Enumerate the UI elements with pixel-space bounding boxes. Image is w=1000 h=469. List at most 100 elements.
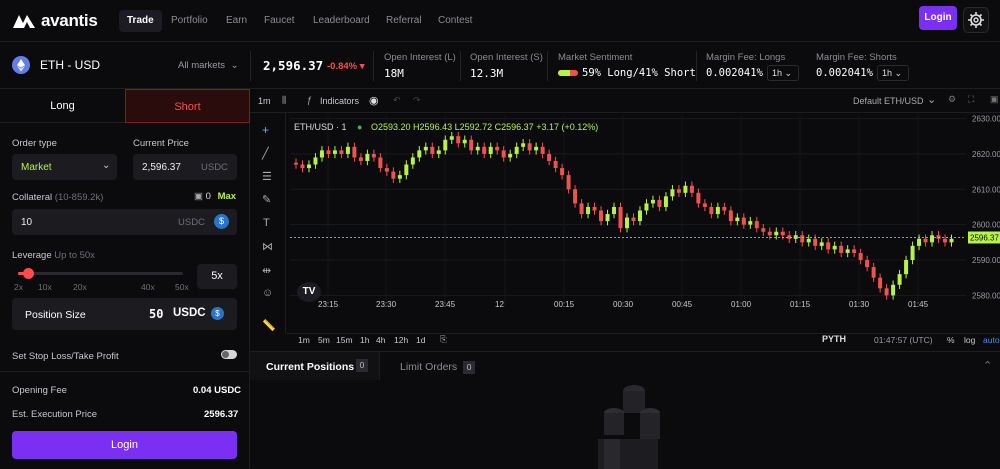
- brand-name: avantis: [41, 11, 98, 30]
- range-5m[interactable]: 5m: [318, 335, 330, 345]
- current-price-label: Current Price: [133, 138, 189, 149]
- candle-body: [793, 235, 798, 239]
- sltp-toggle[interactable]: [221, 350, 237, 359]
- all-markets-button[interactable]: All markets ⌄: [178, 60, 239, 71]
- leverage-value-input[interactable]: 5x: [197, 264, 237, 289]
- nav-trade[interactable]: Trade: [119, 10, 162, 32]
- candle-body: [949, 238, 954, 243]
- candle-body: [547, 153, 552, 161]
- fib-icon[interactable]: ☰: [262, 171, 272, 183]
- candle-body: [339, 150, 344, 154]
- pair-name[interactable]: ETH - USD: [40, 58, 100, 72]
- nav-contest[interactable]: Contest: [438, 15, 473, 26]
- collateral-input[interactable]: 10 USDC $: [12, 209, 237, 235]
- x-tick-label: 23:15: [318, 300, 339, 309]
- position-size-value: 50: [149, 307, 164, 321]
- candle-body: [826, 242, 831, 250]
- range-1h[interactable]: 1h: [360, 335, 370, 345]
- emoji-icon[interactable]: ☺: [262, 287, 274, 299]
- layout-name[interactable]: Default ETH/USD: [853, 96, 924, 106]
- candle-style-icon[interactable]: ⫼: [282, 95, 287, 105]
- max-button[interactable]: Max: [217, 191, 237, 202]
- gear-icon: [968, 12, 984, 28]
- nav-portfolio[interactable]: Portfolio: [171, 15, 208, 26]
- chevron-down-icon[interactable]: ⌄: [927, 94, 937, 106]
- candle-body: [631, 217, 636, 222]
- range-1d[interactable]: 1d: [416, 335, 426, 345]
- ruler-icon[interactable]: 📏: [262, 320, 276, 332]
- chart-settings-icon[interactable]: ⚙: [948, 94, 957, 104]
- chevron-up-icon[interactable]: ⌃: [983, 360, 993, 372]
- brush-icon[interactable]: ✎: [262, 194, 272, 206]
- pattern-icon[interactable]: ⋈: [262, 241, 273, 253]
- order-type-select[interactable]: Market ⌄: [12, 154, 117, 180]
- candle-body: [657, 199, 662, 207]
- crosshair-icon[interactable]: +: [262, 123, 270, 137]
- eth-icon: [12, 56, 30, 74]
- login-button[interactable]: Login: [919, 6, 957, 30]
- logo[interactable]: avantis: [12, 11, 98, 31]
- margin-short-period-select[interactable]: 1h ⌄: [877, 65, 909, 81]
- fullscreen-icon[interactable]: ⛶: [968, 94, 975, 104]
- tradingview-logo[interactable]: TV: [297, 282, 321, 302]
- candle-body: [579, 203, 584, 215]
- scale-percent[interactable]: %: [947, 335, 955, 345]
- usdc-icon: $: [214, 214, 229, 229]
- tab-positions-label: Current Positions: [266, 361, 355, 373]
- candle-body: [689, 185, 694, 193]
- date-range-icon[interactable]: ⎘: [440, 334, 447, 344]
- chart-legend: ETH/USD · 1 ● O2593.20 H2596.43 L2592.72…: [294, 122, 598, 132]
- candle-body: [404, 164, 409, 176]
- login-submit-button[interactable]: Login: [12, 431, 237, 459]
- settings-button[interactable]: [963, 7, 989, 33]
- chart-clock: 01:47:57 (UTC): [874, 335, 933, 345]
- range-1m[interactable]: 1m: [298, 335, 310, 345]
- collateral-label: Collateral (10-859.2k): [12, 192, 104, 203]
- tab-long[interactable]: Long: [0, 89, 125, 123]
- x-tick-label: 23:45: [435, 300, 456, 309]
- interval-button[interactable]: 1m: [258, 96, 271, 106]
- scale-auto[interactable]: auto: [983, 335, 1000, 345]
- candle-body: [501, 150, 506, 158]
- candle-body: [709, 206, 714, 215]
- nav-leaderboard[interactable]: Leaderboard: [313, 15, 370, 26]
- position-size-label: Position Size: [25, 309, 86, 321]
- range-4h[interactable]: 4h: [376, 335, 386, 345]
- candle-body: [728, 210, 733, 222]
- leverage-slider[interactable]: [18, 268, 183, 279]
- last-price: 2,596.37: [263, 58, 324, 73]
- candle-body: [858, 252, 863, 261]
- candle-body: [592, 206, 597, 211]
- tab-limit-orders[interactable]: Limit Orders 0: [400, 361, 476, 374]
- trendline-icon[interactable]: ╱: [262, 148, 269, 160]
- status-dot: ●: [357, 122, 363, 132]
- redo-icon[interactable]: ↷: [413, 95, 421, 105]
- text-icon[interactable]: T: [263, 217, 270, 229]
- price-chart[interactable]: 2580.00 2590.00 2600.00 2610.00 2620.00 2630.…: [286, 113, 1000, 309]
- x-tick-label: 00:30: [613, 300, 634, 309]
- range-12h[interactable]: 12h: [394, 335, 409, 345]
- candle-body: [527, 143, 532, 151]
- nav-faucet[interactable]: Faucet: [264, 15, 295, 26]
- measure-icon[interactable]: ⇹: [262, 265, 272, 277]
- candle-body: [397, 175, 402, 179]
- candle-body: [495, 146, 500, 151]
- camera-icon[interactable]: ▣: [990, 94, 999, 104]
- scale-log[interactable]: log: [964, 335, 976, 345]
- leverage-slider-handle[interactable]: [23, 268, 35, 279]
- range-15m[interactable]: 15m: [336, 335, 353, 345]
- indicators-icon[interactable]: ƒ: [307, 95, 313, 105]
- tab-current-positions[interactable]: Current Positions 0: [250, 352, 380, 380]
- undo-icon[interactable]: ↶: [393, 95, 401, 105]
- candle-body: [839, 245, 844, 253]
- candle-body: [488, 146, 493, 154]
- eye-icon[interactable]: ◉: [369, 95, 379, 107]
- candle-body: [767, 231, 772, 236]
- candle-body: [378, 157, 383, 169]
- tab-short[interactable]: Short: [125, 89, 250, 123]
- indicators-button[interactable]: Indicators: [320, 96, 360, 106]
- margin-long-period-select[interactable]: 1h ⌄: [767, 65, 799, 81]
- nav-earn[interactable]: Earn: [226, 15, 248, 26]
- nav-referral[interactable]: Referral: [386, 15, 422, 26]
- candle-body: [371, 153, 376, 158]
